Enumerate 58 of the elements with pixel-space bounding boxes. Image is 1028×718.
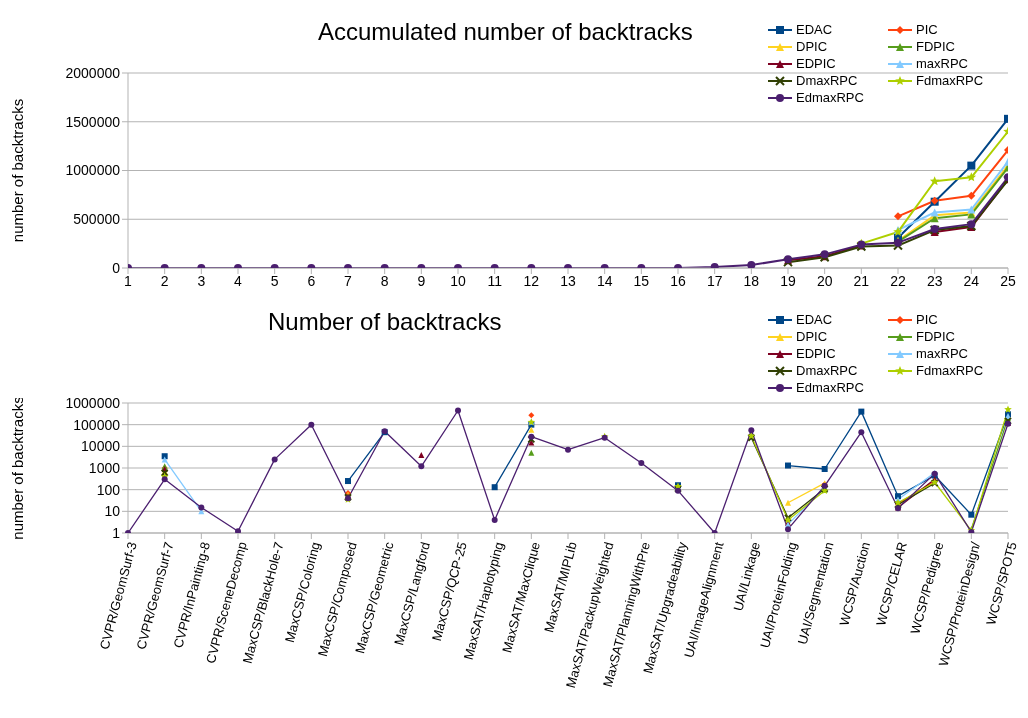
legend-label: DmaxRPC [796,363,858,378]
x-tick-label: 3 [197,272,206,289]
x-tick-label: 1 [124,272,133,289]
x-tick-label: 25 [1000,272,1016,289]
y-axis-title: number of backtracks [9,98,27,243]
y-tick-label: 1 [112,524,121,541]
x-tick-label: 13 [560,272,576,289]
legend-label: FdmaxRPC [916,73,984,88]
x-tick-label: 15 [633,272,650,289]
y-tick-label: 1000 [88,459,121,476]
y-tick-label: 0 [112,259,121,276]
legend-label: DmaxRPC [796,73,858,88]
legend-label: maxRPC [916,346,969,361]
chart-title: Accumulated number of backtracks [318,18,693,46]
x-tick-label: 20 [816,272,833,289]
legend-label: FdmaxRPC [916,363,984,378]
y-tick-label: 1000000 [65,394,121,411]
y-tick-label: 10 [104,503,121,520]
x-tick-label: 12 [523,272,540,289]
legend-label: FDPIC [916,39,955,54]
legend-label: FDPIC [916,329,955,344]
chart-title: Number of backtracks [268,308,502,336]
x-tick-label: 24 [963,272,980,289]
x-tick-label: 8 [380,272,389,289]
x-tick-label: 5 [270,272,279,289]
x-tick-label: 21 [853,272,870,289]
x-tick-label: 19 [780,272,796,289]
y-tick-label: 500000 [73,211,121,228]
x-tick-label: 14 [596,272,613,289]
legend-label: EdmaxRPC [796,90,864,105]
legend-label: EDPIC [796,346,836,361]
x-tick-label: 4 [234,272,243,289]
y-tick-label: 1500000 [65,113,121,130]
y-tick-label: 10000 [81,438,121,455]
y-tick-label: 100000 [73,416,121,433]
x-tick-label: 11 [487,272,503,289]
legend-label: EDPIC [796,56,836,71]
legend-label: PIC [916,22,938,37]
x-tick-label: 22 [890,272,906,289]
legend-label: PIC [916,312,938,327]
y-tick-label: 100 [96,481,121,498]
x-tick-label: 17 [706,272,723,289]
x-tick-label: 10 [450,272,466,289]
y-tick-label: 2000000 [65,64,121,81]
legend-label: DPIC [796,329,828,344]
x-tick-label: 9 [417,272,426,289]
legend-label: DPIC [796,39,828,54]
x-tick-label: 2 [160,272,169,289]
x-tick-label: 7 [344,272,353,289]
x-tick-label: 16 [670,272,686,289]
x-tick-label: 18 [743,272,760,289]
legend-label: EDAC [796,312,833,327]
legend-label: maxRPC [916,56,969,71]
legend-label: EDAC [796,22,833,37]
x-tick-label: 23 [926,272,943,289]
legend-label: EdmaxRPC [796,380,864,395]
y-tick-label: 1000000 [65,162,121,179]
x-tick-label: 6 [307,272,316,289]
